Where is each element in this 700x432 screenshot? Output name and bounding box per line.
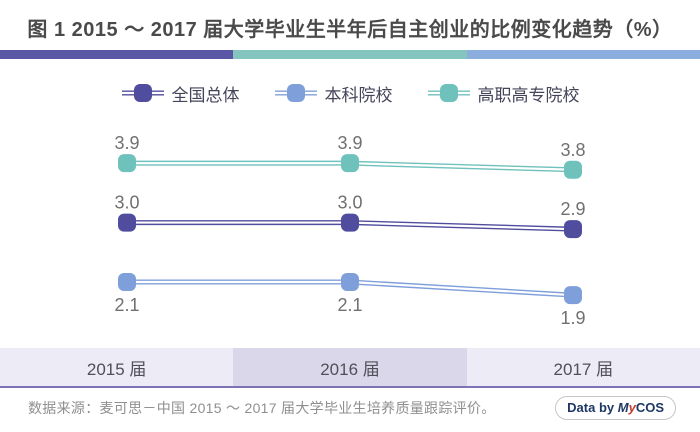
- accent-bar-segment: [0, 50, 234, 59]
- title-area: 图 1 2015 ～ 2017 届大学毕业生半年后自主创业的比例变化趋势（%）: [0, 0, 700, 50]
- accent-bar-segment: [466, 50, 700, 59]
- legend-item: 本科院校: [274, 81, 393, 106]
- data-label: 1.9: [560, 308, 585, 328]
- axis-category-label: 2015 届: [86, 359, 147, 379]
- data-label: 2.9: [560, 199, 585, 219]
- series-marker: [118, 213, 136, 232]
- data-label: 3.0: [337, 193, 362, 213]
- series-marker: [118, 272, 136, 291]
- chart-title: 图 1 2015 ～ 2017 届大学毕业生半年后自主创业的比例变化趋势（%）: [27, 19, 673, 41]
- chart-legend: 全国总体 本科院校 高职高专院校: [0, 81, 700, 105]
- legend-label: 全国总体: [171, 85, 240, 105]
- series-marker: [118, 154, 136, 173]
- series-marker: [564, 286, 582, 305]
- series-marker: [341, 213, 359, 232]
- x-axis-band: 2015 届 2016 届 2017 届: [0, 348, 700, 386]
- accent-bar-segment: [233, 50, 467, 59]
- series-marker: [564, 160, 582, 179]
- data-source-text: 数据来源：麦可思－中国 2015 ～ 2017 届大学毕业生培养质量跟踪评价。: [28, 400, 496, 416]
- series-marker-icon: [427, 84, 470, 102]
- axis-category-cell: 2016 届: [233, 348, 467, 386]
- legend-label: 高职高专院校: [477, 85, 580, 105]
- legend-item: 高职高专院校: [427, 81, 580, 106]
- badge-prefix: Data by: [567, 400, 618, 415]
- badge-brand-y: y: [628, 400, 636, 415]
- series-marker: [564, 220, 582, 239]
- badge-brand-m: M: [617, 400, 629, 415]
- data-label: 3.8: [560, 140, 585, 160]
- axis-category-label: 2017 届: [553, 359, 614, 379]
- accent-bar: [0, 50, 700, 59]
- axis-separator-line: [0, 386, 700, 388]
- data-label: 3.9: [114, 133, 139, 153]
- data-label: 2.1: [114, 295, 139, 315]
- axis-category-cell: 2015 届: [0, 348, 234, 386]
- plot-area: 3.0 3.0 2.9 2.1 2.1 1.9 3.9 3.9 3.8: [114, 133, 585, 328]
- axis-category-label: 2016 届: [320, 359, 380, 379]
- axis-category-cell: 2017 届: [466, 348, 700, 386]
- data-label: 3.9: [337, 133, 362, 153]
- badge-brand-rest: COS: [635, 400, 664, 415]
- series-marker-icon: [274, 84, 317, 102]
- footer: 数据来源：麦可思－中国 2015 ～ 2017 届大学毕业生培养质量跟踪评价。 …: [0, 388, 700, 432]
- series-marker-icon: [121, 84, 164, 102]
- series-marker: [341, 154, 359, 173]
- data-label: 2.1: [337, 295, 362, 315]
- data-label: 3.0: [114, 193, 139, 213]
- legend-item: 全国总体: [121, 81, 240, 106]
- legend-label: 本科院校: [324, 85, 393, 105]
- series-marker: [341, 272, 359, 291]
